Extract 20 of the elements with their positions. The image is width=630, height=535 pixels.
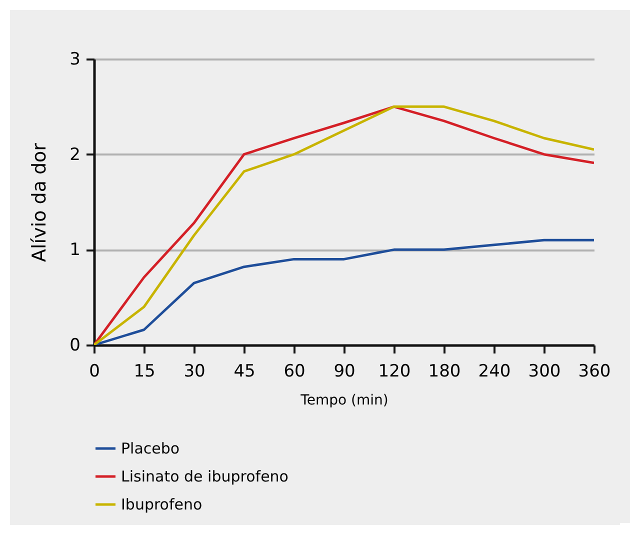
- x-tick-label: 300: [528, 362, 561, 382]
- x-tick-label: 60: [284, 362, 306, 382]
- legend-label: Lisinato de ibuprofeno: [121, 468, 288, 486]
- x-tick-label: 45: [234, 362, 256, 382]
- x-tick-label: 180: [428, 362, 461, 382]
- x-tick-label: 240: [478, 362, 511, 382]
- y-tick-label: 0: [70, 336, 80, 356]
- x-tick-label: 360: [578, 362, 611, 382]
- x-tick-label: 15: [134, 362, 156, 382]
- x-axis-title: Tempo (min): [300, 392, 388, 408]
- y-axis-title: Alívio da dor: [28, 142, 51, 262]
- legend-label: Placebo: [121, 440, 180, 458]
- x-tick-label: 0: [89, 362, 100, 382]
- x-tick-label: 90: [334, 362, 356, 382]
- legend-label: Ibuprofeno: [121, 496, 202, 514]
- y-tick-label: 2: [70, 144, 80, 165]
- x-tick-label: 120: [378, 362, 411, 382]
- y-tick-label: 3: [70, 50, 80, 70]
- x-tick-label: 30: [184, 362, 206, 382]
- y-tick-label: 1: [70, 240, 80, 260]
